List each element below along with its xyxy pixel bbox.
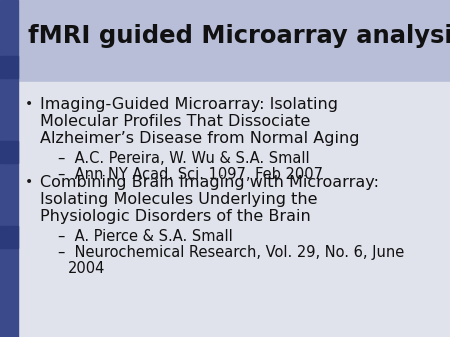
- Bar: [0, 226, 18, 248]
- Text: –  Neurochemical Research, Vol. 29, No. 6, June: – Neurochemical Research, Vol. 29, No. 6…: [58, 245, 404, 260]
- Text: fMRI guided Microarray analysis: fMRI guided Microarray analysis: [28, 24, 450, 48]
- Text: 2004: 2004: [68, 261, 105, 276]
- Bar: [0, 56, 18, 78]
- Text: Combining Brain Imaging with Microarray:: Combining Brain Imaging with Microarray:: [40, 175, 379, 190]
- Bar: [18, 82, 450, 337]
- Text: –  Ann NY Acad. Sci. 1097, Feb 2007: – Ann NY Acad. Sci. 1097, Feb 2007: [58, 167, 323, 182]
- Text: •: •: [25, 97, 33, 111]
- Bar: [0, 0, 18, 337]
- Text: –  A.C. Pereira, W. Wu & S.A. Small: – A.C. Pereira, W. Wu & S.A. Small: [58, 151, 310, 166]
- Text: Isolating Molecules Underlying the: Isolating Molecules Underlying the: [40, 192, 318, 207]
- Text: –  A. Pierce & S.A. Small: – A. Pierce & S.A. Small: [58, 229, 233, 244]
- Text: Physiologic Disorders of the Brain: Physiologic Disorders of the Brain: [40, 209, 311, 224]
- Text: Imaging-Guided Microarray: Isolating: Imaging-Guided Microarray: Isolating: [40, 97, 338, 112]
- Text: •: •: [25, 175, 33, 189]
- Bar: [0, 141, 18, 163]
- Text: Alzheimer’s Disease from Normal Aging: Alzheimer’s Disease from Normal Aging: [40, 131, 360, 146]
- Text: Molecular Profiles That Dissociate: Molecular Profiles That Dissociate: [40, 114, 310, 129]
